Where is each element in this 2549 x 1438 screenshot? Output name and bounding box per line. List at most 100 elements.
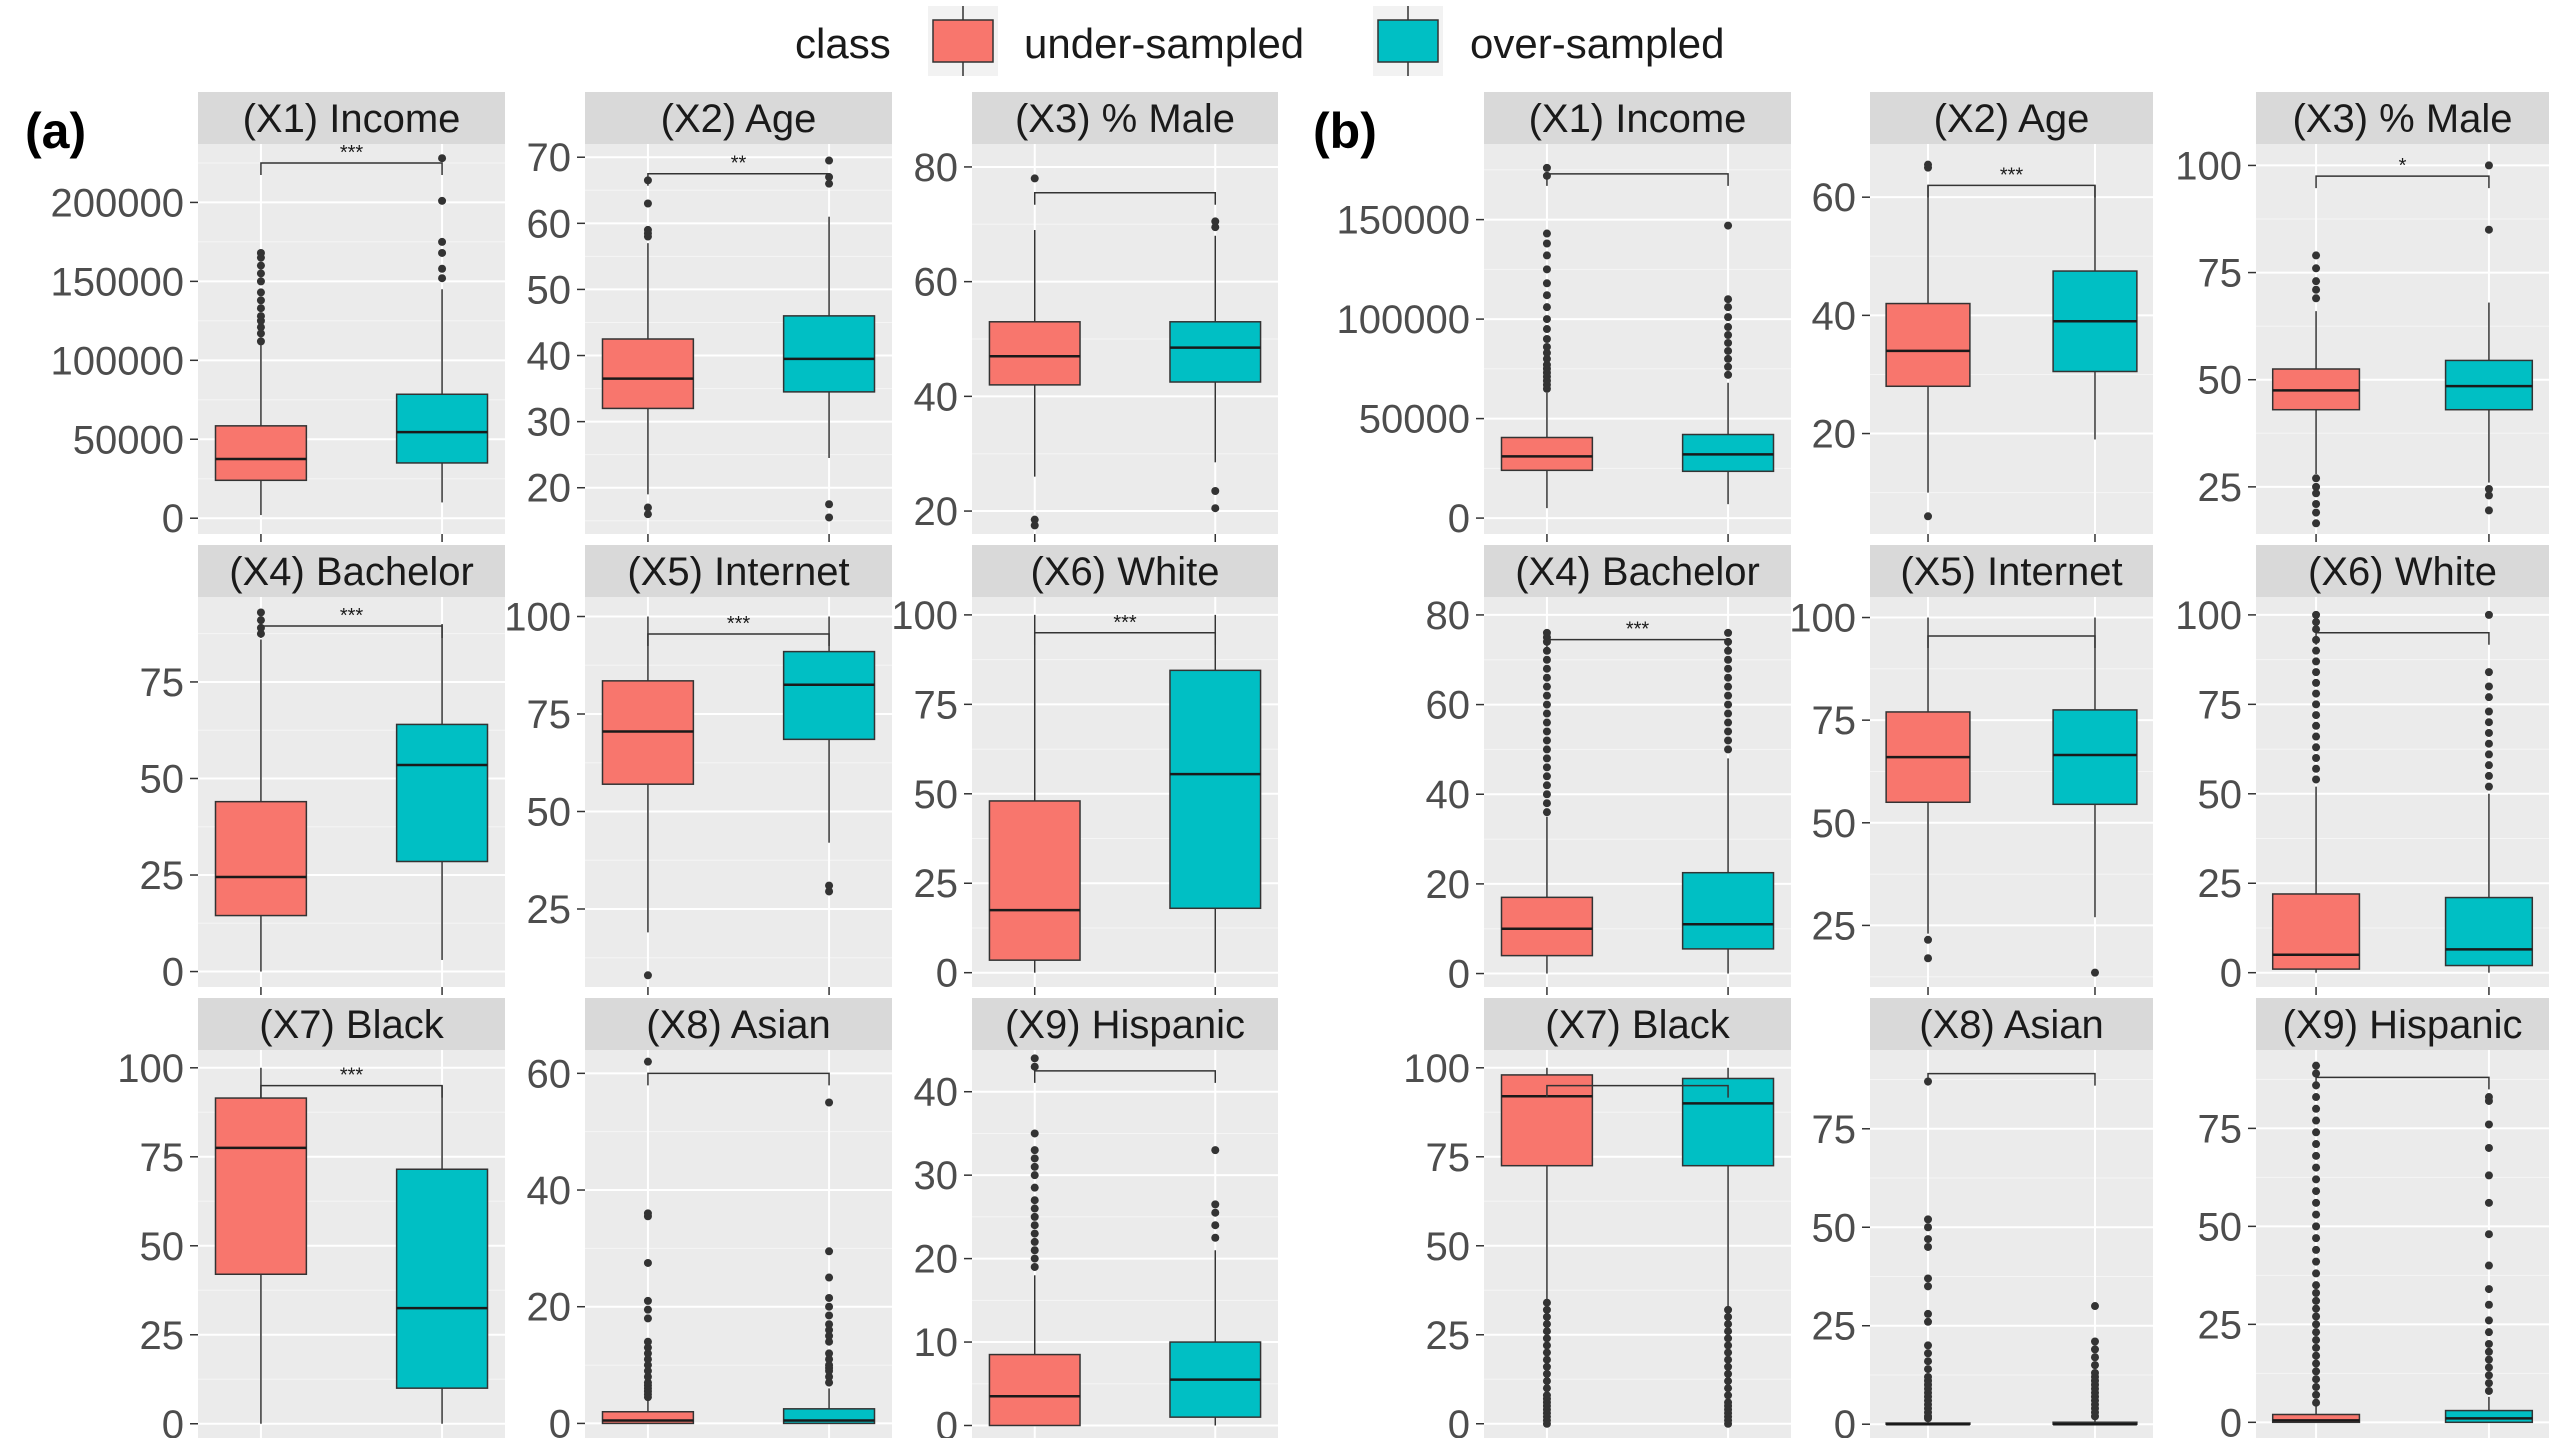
outlier-point-over-sampled-g1-p4 <box>1724 628 1733 637</box>
y-tick-label-g0-p6: 100 <box>891 594 958 638</box>
outlier-point-under-sampled-g1-p3 <box>2312 251 2321 260</box>
box-over-sampled-g0-p2 <box>782 315 876 393</box>
y-tick-label-g1-p1: 150000 <box>1337 199 1470 243</box>
outlier-point-under-sampled-g1-p9 <box>2312 1383 2321 1392</box>
outlier-point-over-sampled-g1-p9 <box>2484 1347 2493 1356</box>
outlier-point-under-sampled-g1-p5 <box>1924 954 1933 963</box>
y-tick-label-g0-p6: 0 <box>936 952 958 996</box>
panel-g0-p5: (X5) Internet 25 50 75 100 *** <box>504 545 892 995</box>
panel-g0-p7: (X7) Black 0 25 50 75 100 *** <box>117 998 505 1438</box>
y-tick-label-g0-p6: 75 <box>914 683 959 727</box>
panel-g1-p3: (X3) % Male 25 50 75 100 * <box>2175 92 2549 542</box>
outlier-point-over-sampled-g1-p4 <box>1724 655 1733 664</box>
outlier-point-over-sampled-g1-p4 <box>1724 673 1733 682</box>
outlier-point-under-sampled-g1-p9 <box>2312 1336 2321 1345</box>
outlier-point-under-sampled-g1-p6 <box>2312 700 2321 709</box>
outlier-point-over-sampled-g1-p1 <box>1724 221 1733 230</box>
outlier-point-over-sampled-g1-p1 <box>1724 331 1733 340</box>
y-tick-label-g1-p5: 50 <box>1812 802 1857 846</box>
outlier-point-under-sampled-g0-p8 <box>643 1378 652 1387</box>
outlier-point-over-sampled-g1-p9 <box>2484 1171 2493 1180</box>
significance-bracket-g1-p8 <box>1927 1072 2096 1086</box>
outlier-point-under-sampled-g1-p4 <box>1542 799 1551 808</box>
outlier-point-under-sampled-g1-p4 <box>1542 691 1551 700</box>
outlier-point-over-sampled-g1-p6 <box>2484 771 2493 780</box>
y-tick-label-g1-p7: 0 <box>1448 1403 1470 1438</box>
outlier-point-over-sampled-g1-p7 <box>1724 1369 1733 1378</box>
outlier-point-under-sampled-g1-p4 <box>1542 736 1551 745</box>
y-tick-label-g1-p5: 75 <box>1812 699 1857 743</box>
y-tick-label-g0-p2: 70 <box>527 136 572 180</box>
panel-strip-g1-p7 <box>1484 998 1791 1050</box>
outlier-point-under-sampled-g1-p1 <box>1542 291 1551 300</box>
panel-strip-g0-p5 <box>585 545 892 597</box>
panel-g0-p2: (X2) Age 20 30 40 50 60 70 ** <box>527 92 892 542</box>
outlier-point-under-sampled-g1-p8 <box>1924 1317 1933 1326</box>
outlier-point-over-sampled-g1-p8 <box>2090 1369 2099 1378</box>
outlier-point-under-sampled-g1-p9 <box>2312 1257 2321 1266</box>
outlier-point-over-sampled-g0-p1 <box>438 274 447 283</box>
significance-bracket-g0-p4 <box>260 625 443 638</box>
outlier-point-under-sampled-g1-p4 <box>1542 781 1551 790</box>
outlier-point-under-sampled-g0-p8 <box>643 1209 652 1218</box>
box-under-sampled-g0-p1 <box>214 425 308 482</box>
panel-g0-p3: (X3) % Male 20 40 60 80 <box>914 92 1278 542</box>
y-tick-label-g1-p6: 25 <box>2198 862 2243 906</box>
significance-bracket-g1-p1 <box>1546 173 1729 186</box>
outlier-point-over-sampled-g0-p1 <box>438 237 447 246</box>
significance-bracket-g1-p2 <box>1927 184 2096 198</box>
panel-title-g0-p6: (X6) White <box>1031 550 1220 594</box>
outlier-point-under-sampled-g0-p8 <box>643 1337 652 1346</box>
outlier-point-over-sampled-g1-p7 <box>1724 1312 1733 1321</box>
outlier-point-under-sampled-g0-p9 <box>1030 1054 1039 1063</box>
significance-label-g1-p4: *** <box>1626 619 1650 641</box>
outlier-point-under-sampled-g0-p3 <box>1030 521 1039 530</box>
panel-background-g0-p8 <box>585 1050 892 1438</box>
outlier-point-under-sampled-g0-p9 <box>1030 1129 1039 1138</box>
outlier-point-over-sampled-g1-p6 <box>2484 739 2493 748</box>
y-tick-label-g0-p4: 0 <box>162 951 184 995</box>
significance-bracket-g0-p3 <box>1033 192 1217 205</box>
outlier-point-under-sampled-g1-p6 <box>2312 678 2321 687</box>
outlier-point-over-sampled-g1-p6 <box>2484 682 2493 691</box>
box-under-sampled-g1-p9 <box>2271 1413 2361 1424</box>
outlier-point-under-sampled-g1-p8 <box>1924 1274 1933 1283</box>
panel-strip-g1-p8 <box>1870 998 2153 1050</box>
significance-label-g0-p5: *** <box>727 613 751 635</box>
significance-label-g1-p3: * <box>2399 155 2407 177</box>
outlier-point-over-sampled-g1-p8 <box>2090 1345 2099 1354</box>
panel-g0-p4: (X4) Bachelor 0 25 50 75 *** <box>140 545 505 995</box>
outlier-point-under-sampled-g1-p7 <box>1542 1334 1551 1343</box>
y-tick-label-g0-p9: 40 <box>914 1071 959 1115</box>
figure-tag-b: (b) <box>1313 103 1377 159</box>
y-tick-label-g0-p2: 60 <box>527 202 572 246</box>
outlier-point-under-sampled-g0-p1 <box>256 269 265 278</box>
panel-title-g0-p5: (X5) Internet <box>627 550 849 594</box>
panel-title-g1-p5: (X5) Internet <box>1900 550 2122 594</box>
outlier-point-under-sampled-g1-p7 <box>1542 1305 1551 1314</box>
outlier-point-over-sampled-g0-p8 <box>825 1311 834 1320</box>
panel-g1-p4: (X4) Bachelor 0 20 40 60 80 *** <box>1426 545 1791 997</box>
y-tick-label-g0-p1: 100000 <box>51 339 184 383</box>
y-tick-label-g0-p6: 25 <box>914 862 959 906</box>
outlier-point-under-sampled-g1-p4 <box>1542 655 1551 664</box>
outlier-point-over-sampled-g1-p9 <box>2484 1386 2493 1395</box>
outlier-point-under-sampled-g1-p4 <box>1542 763 1551 772</box>
panel-title-g1-p3: (X3) % Male <box>2292 97 2512 141</box>
significance-label-g0-p4: *** <box>340 605 364 627</box>
outlier-point-under-sampled-g0-p8 <box>643 1296 652 1305</box>
significance-bracket-g0-p7 <box>260 1084 443 1098</box>
box-over-sampled-g1-p9 <box>2444 1409 2534 1424</box>
outlier-point-under-sampled-g1-p9 <box>2312 1320 2321 1329</box>
y-tick-label-g0-p6: 50 <box>914 773 959 817</box>
y-tick-label-g0-p2: 20 <box>527 467 572 511</box>
outlier-point-under-sampled-g1-p3 <box>2312 264 2321 273</box>
panel-strip-g1-p5 <box>1870 545 2153 597</box>
outlier-point-under-sampled-g1-p9 <box>2312 1116 2321 1125</box>
y-tick-label-g1-p5: 25 <box>1812 904 1857 948</box>
outlier-point-under-sampled-g0-p1 <box>256 277 265 286</box>
outlier-point-under-sampled-g1-p9 <box>2312 1312 2321 1321</box>
y-tick-label-g1-p6: 0 <box>2220 952 2242 996</box>
panels-layer: (X1) Income050000100000150000200000***(X… <box>51 92 2549 1438</box>
y-tick-label-g0-p8: 0 <box>549 1402 571 1438</box>
